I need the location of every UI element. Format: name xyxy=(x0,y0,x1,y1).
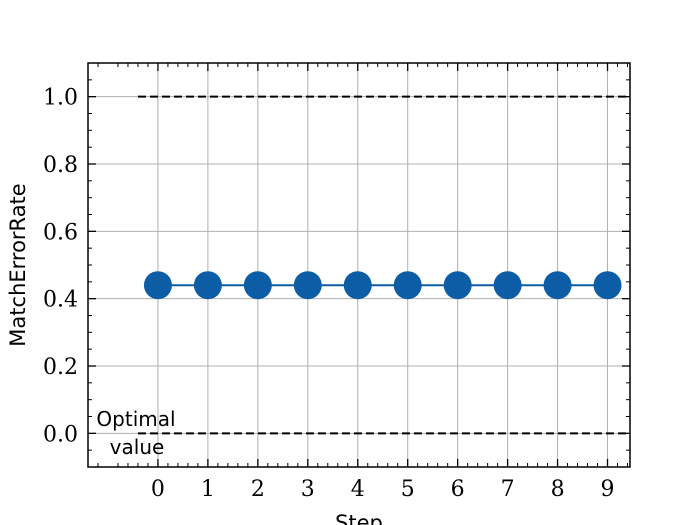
x-tick-label: 8 xyxy=(551,477,565,502)
y-tick-label: 0.6 xyxy=(43,220,78,245)
ticks xyxy=(88,62,630,468)
x-tick-label: 3 xyxy=(301,477,315,502)
data-point xyxy=(543,271,572,300)
data-point xyxy=(393,271,422,300)
x-tick-label: 7 xyxy=(501,477,515,502)
y-tick-label: 0.0 xyxy=(43,422,78,447)
data-point xyxy=(493,271,522,300)
data-point xyxy=(593,271,622,300)
y-tick-label: 0.4 xyxy=(43,288,78,313)
annotation-value: value xyxy=(110,435,165,459)
x-tick-label: 4 xyxy=(351,477,365,502)
y-axis-title: MatchErrorRate xyxy=(6,183,30,346)
annotation-optimal: Optimal xyxy=(96,407,175,431)
tick-labels: 0 1 2 3 4 5 6 7 8 9 0.0 0.2 0.4 0.6 0.8 1.0 xyxy=(43,86,615,502)
reference-lines xyxy=(137,95,630,435)
data-point xyxy=(193,271,222,300)
data-point xyxy=(243,271,272,300)
x-axis-title: Step xyxy=(335,511,383,525)
x-tick-label: 6 xyxy=(451,477,465,502)
y-tick-label: 1.0 xyxy=(43,86,78,111)
data-point xyxy=(143,271,172,300)
series xyxy=(143,271,622,300)
data-point xyxy=(443,271,472,300)
y-tick-label: 0.8 xyxy=(43,153,78,178)
x-tick-label: 2 xyxy=(251,477,265,502)
data-point xyxy=(293,271,322,300)
y-tick-label: 0.2 xyxy=(43,355,78,380)
x-tick-label: 9 xyxy=(601,477,615,502)
data-point xyxy=(343,271,372,300)
x-tick-label: 5 xyxy=(401,477,415,502)
x-tick-label: 0 xyxy=(151,477,165,502)
x-tick-label: 1 xyxy=(201,477,215,502)
